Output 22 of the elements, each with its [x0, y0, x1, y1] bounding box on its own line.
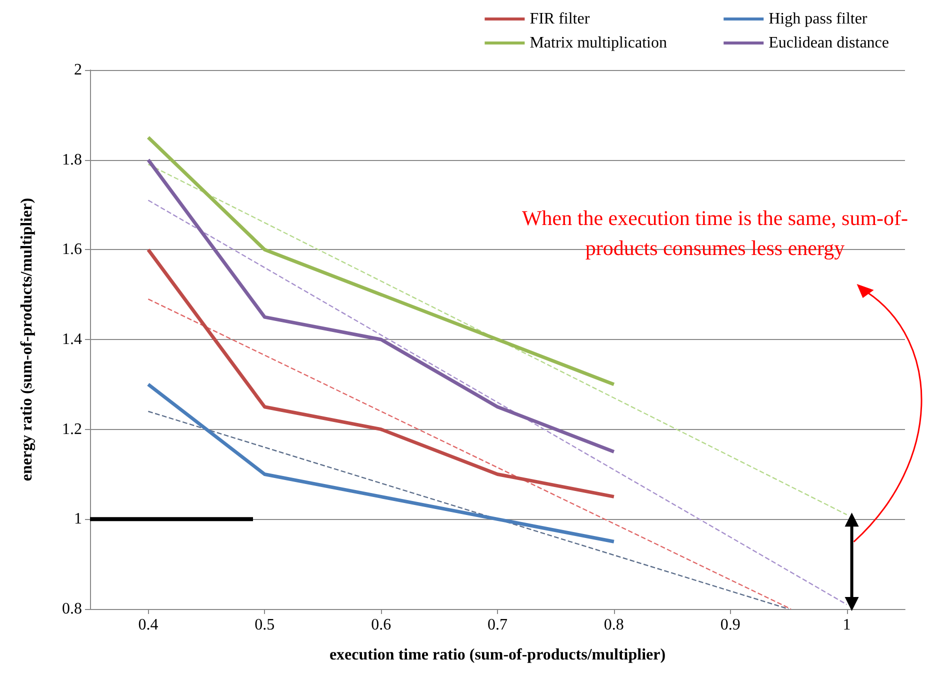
- y-tick-label: 1.2: [62, 420, 82, 438]
- legend-label: Euclidean distance: [768, 34, 889, 52]
- y-tick-label: 1: [74, 510, 82, 528]
- x-tick-label: 0.9: [720, 616, 740, 634]
- y-tick-label: 2: [74, 62, 82, 78]
- x-tick-label: 0.6: [371, 616, 392, 634]
- y-tick-label: 0.8: [62, 600, 82, 618]
- x-axis-title: execution time ratio (sum-of-products/multiplier): [329, 646, 666, 664]
- x-tick-label: 0.7: [488, 616, 508, 634]
- x-tick-label: 0.8: [604, 616, 624, 634]
- y-tick-label: 1.4: [62, 331, 82, 348]
- y-axis-title: energy ratio (sum-of-products/multiplier): [18, 198, 36, 482]
- y-tick-label: 1.8: [62, 151, 82, 168]
- legend-label: Matrix multiplication: [530, 34, 667, 52]
- legend-label: FIR filter: [530, 10, 590, 28]
- x-tick-label: 0.4: [138, 616, 158, 634]
- y-tick-label: 1.6: [62, 241, 82, 258]
- annotation: When the execution time is the same, sum-of-products consumes less energy: [520, 205, 910, 262]
- line-series: [146, 382, 616, 544]
- legend-label: High pass filter: [768, 10, 868, 28]
- x-tick-label: 1: [842, 616, 851, 634]
- x-tick-label: 0.5: [254, 616, 275, 634]
